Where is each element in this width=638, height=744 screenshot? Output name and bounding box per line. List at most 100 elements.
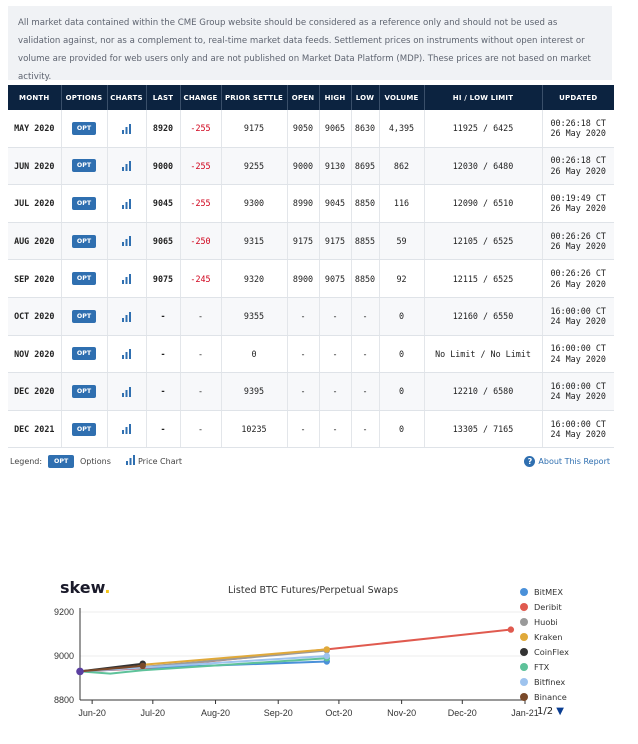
low-cell: 8850	[351, 259, 380, 298]
table-row: NOV 2020 OPT - -0- - -0 No Limit / No Limit 16:…	[8, 335, 614, 374]
bar-chart-icon[interactable]	[121, 161, 132, 172]
low-cell: 8855	[351, 222, 380, 261]
series-point-kraken	[323, 646, 330, 653]
bar-chart-icon[interactable]	[121, 123, 132, 134]
opt-button[interactable]: OPT	[71, 159, 97, 173]
bar-chart-icon[interactable]	[121, 311, 132, 322]
legend-entry[interactable]: Binance	[520, 689, 630, 704]
table-row: JUL 2020 OPT 9045 -255 9300 8990 9045 8850 116 12…	[8, 184, 614, 223]
about-report-label: About This Report	[538, 457, 610, 466]
volume-cell: 92	[379, 259, 425, 298]
options-cell: OPT	[61, 222, 108, 261]
bar-chart-icon[interactable]	[121, 273, 132, 284]
prior-settle-cell: 9175	[221, 110, 288, 148]
change-cell: -255	[180, 147, 222, 186]
header-high: HIGH	[319, 85, 352, 110]
chart-title: Listed BTC Futures/Perpetual Swaps	[228, 585, 399, 596]
legend-entry[interactable]: Bitfinex	[520, 674, 630, 689]
updated-cell: 00:26:18 CT 26 May 2020	[542, 147, 614, 186]
disclaimer-text: All market data contained within the CME…	[18, 18, 591, 82]
y-tick-label: 8800	[54, 695, 74, 705]
open-cell: 9000	[287, 147, 320, 186]
month-cell: JUN 2020	[8, 147, 62, 186]
high-cell: -	[319, 410, 352, 449]
opt-button[interactable]: OPT	[71, 272, 97, 286]
last-cell: -	[146, 410, 181, 449]
opt-button[interactable]: OPT	[71, 347, 97, 361]
legend-entry[interactable]: Huobi	[520, 614, 630, 629]
legend-entry-label: Huobi	[534, 616, 558, 627]
updated-date: 24 May 2020	[550, 316, 606, 327]
high-cell: -	[319, 297, 352, 336]
limit-cell: 13305 / 7165	[424, 410, 543, 449]
legend-price-chart-label: Price Chart	[138, 457, 183, 466]
legend-entry[interactable]: Kraken	[520, 629, 630, 644]
limit-cell: 12105 / 6525	[424, 222, 543, 261]
legend-label: Legend:	[10, 457, 43, 466]
prior-settle-cell: 9320	[221, 259, 288, 298]
limit-cell: 12115 / 6525	[424, 259, 543, 298]
month-cell: AUG 2020	[8, 222, 62, 261]
bar-chart-icon[interactable]	[121, 236, 132, 247]
bar-chart-icon[interactable]	[121, 349, 132, 360]
legend-dot	[520, 632, 528, 641]
legend-entry[interactable]: CoinFlex	[520, 644, 630, 659]
bar-chart-icon[interactable]	[121, 386, 132, 397]
header-month: MONTH	[8, 85, 62, 110]
prior-settle-cell: 0	[221, 335, 288, 374]
open-cell: 9050	[287, 110, 320, 148]
volume-cell: 862	[379, 147, 425, 186]
table-row: DEC 2021 OPT - -10235- - -0 13305 / 7165 16:00:…	[8, 410, 614, 449]
low-cell: -	[351, 297, 380, 336]
header-open: OPEN	[287, 85, 320, 110]
table-row: JUN 2020 OPT 9000 -255 9255 9000 9130 8695 862 12…	[8, 147, 614, 186]
opt-button[interactable]: OPT	[71, 234, 97, 248]
legend-entry-label: Deribit	[534, 601, 562, 612]
legend-entry-label: CoinFlex	[534, 646, 569, 657]
legend-entry[interactable]: FTX	[520, 659, 630, 674]
legend-dot	[520, 587, 528, 596]
limit-cell: No Limit / No Limit	[424, 335, 543, 374]
change-cell: -	[180, 410, 222, 449]
options-cell: OPT	[61, 147, 108, 186]
disclaimer-box: All market data contained within the CME…	[8, 6, 612, 82]
last-cell: 9045	[146, 184, 181, 223]
change-cell: -	[180, 372, 222, 411]
updated-date: 26 May 2020	[550, 278, 606, 289]
charts-cell	[107, 147, 147, 186]
volume-cell: 4,395	[379, 110, 425, 148]
opt-button[interactable]: OPT	[71, 121, 97, 135]
last-cell: 9065	[146, 222, 181, 261]
updated-time: 16:00:00 CT	[550, 305, 606, 316]
skew-logo-text: skew	[60, 578, 105, 597]
opt-button[interactable]: OPT	[71, 196, 97, 210]
legend-entry[interactable]: BitMEX	[520, 584, 630, 599]
month-cell: OCT 2020	[8, 297, 62, 336]
volume-cell: 0	[379, 372, 425, 411]
open-cell: -	[287, 335, 320, 374]
legend-entry-label: BitMEX	[534, 586, 563, 597]
change-cell: -255	[180, 110, 222, 148]
header-hi-low-limit: HI / LOW LIMIT	[424, 85, 543, 110]
prior-settle-cell: 9355	[221, 297, 288, 336]
about-report-link[interactable]: ? About This Report	[524, 456, 610, 467]
bar-chart-icon[interactable]	[121, 424, 132, 435]
opt-button[interactable]: OPT	[71, 309, 97, 323]
header-updated: UPDATED	[542, 85, 614, 110]
open-cell: -	[287, 372, 320, 411]
bar-chart-icon	[126, 455, 136, 467]
opt-button[interactable]: OPT	[71, 422, 97, 436]
table-row: SEP 2020 OPT 9075 -245 9320 8900 9075 8850 92 121…	[8, 259, 614, 298]
bar-chart-icon[interactable]	[121, 198, 132, 209]
legend-options-label: Options	[80, 457, 111, 466]
series-line-ftx	[79, 657, 327, 675]
limit-cell: 11925 / 6425	[424, 110, 543, 148]
opt-button[interactable]: OPT	[71, 384, 97, 398]
pager-down-arrow-icon[interactable]: ▼	[556, 706, 564, 717]
options-cell: OPT	[61, 410, 108, 449]
legend-dot	[520, 617, 528, 626]
legend-pager[interactable]: 1/2 ▼	[537, 706, 564, 717]
legend-entry[interactable]: Deribit	[520, 599, 630, 614]
high-cell: 9045	[319, 184, 352, 223]
open-cell: -	[287, 297, 320, 336]
